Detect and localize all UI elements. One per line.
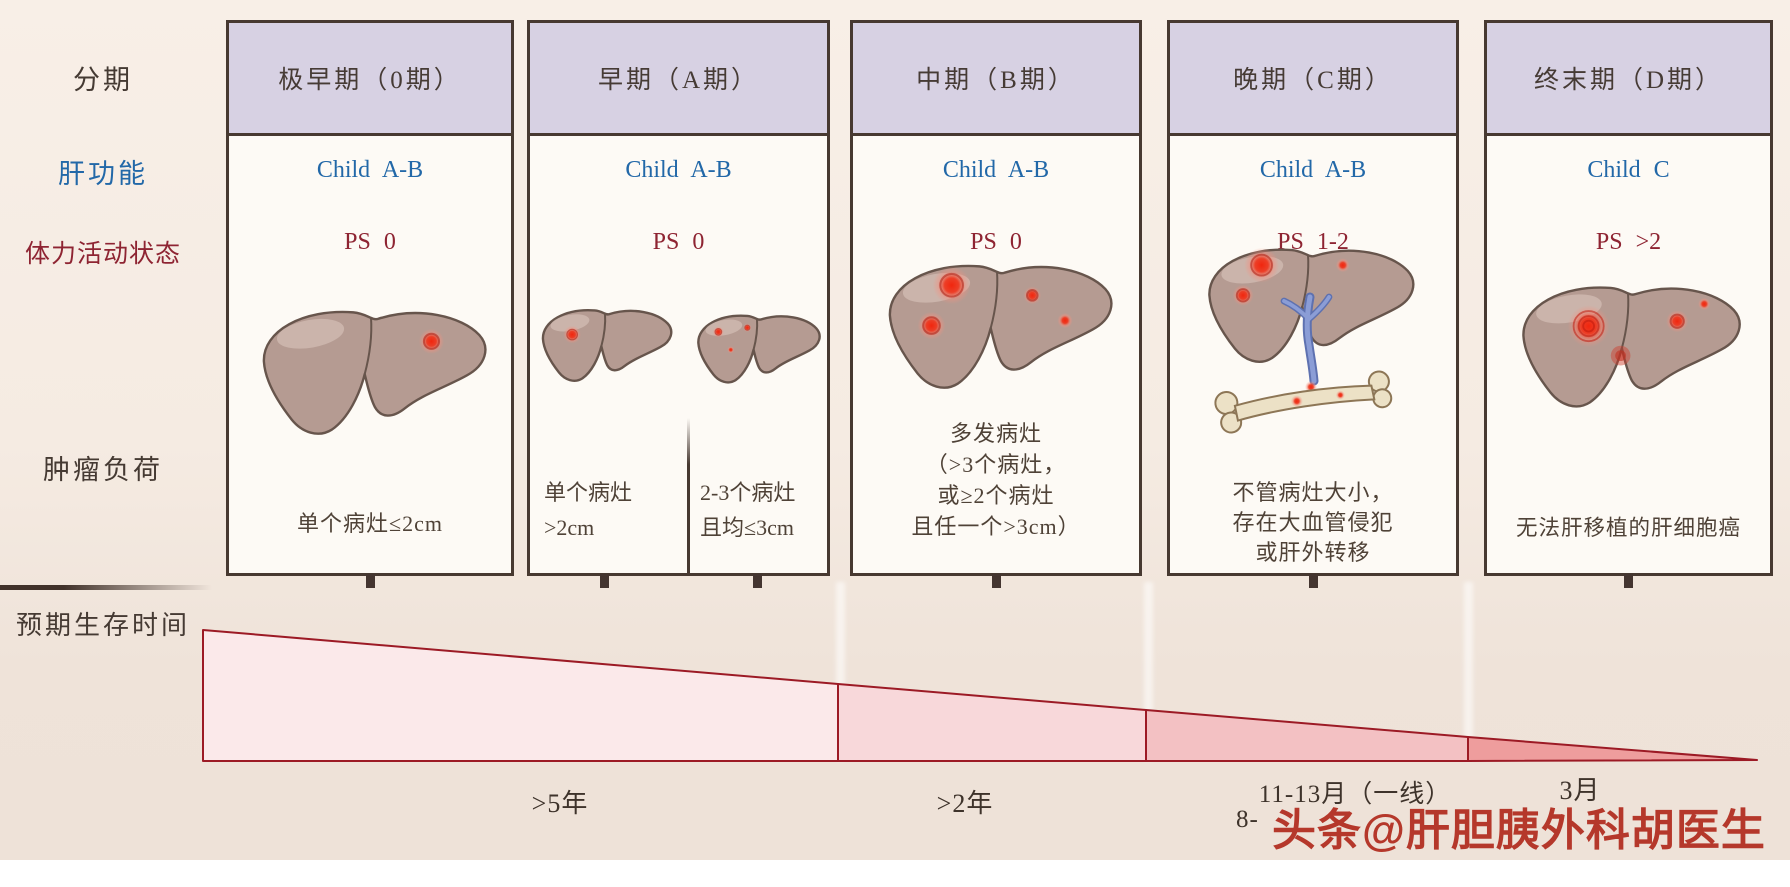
column-tick xyxy=(1624,574,1633,588)
stage-header-label: 中期（B期） xyxy=(916,67,1076,94)
child-pugh-value: Child C xyxy=(1587,157,1670,183)
child-pugh-value: Child A-B xyxy=(316,157,424,183)
liver-illustration xyxy=(853,238,1139,413)
watermark-logo: 头条@肝胆胰外科胡医生 xyxy=(1272,806,1766,855)
survival-wedge-segment-c xyxy=(1145,709,1469,762)
stage-header-label: 极早期（0期） xyxy=(278,67,462,94)
performance-status-value: PS 0 xyxy=(344,229,396,255)
child-pugh-value: Child A-B xyxy=(942,157,1050,183)
left-divider-line xyxy=(0,585,212,590)
sub-column-divider xyxy=(687,418,690,573)
tumor-burden-text: 单个病灶≤2cm xyxy=(297,511,443,536)
liver-illustration xyxy=(229,278,511,448)
liver-illustration xyxy=(530,283,827,423)
tumor-burden-text: 多发病灶 （>3个病灶， 或≥2个病灶 且任一个>3cm） xyxy=(911,421,1081,539)
stage-header-label: 终末期（D期） xyxy=(1533,67,1724,94)
stage-header-label: 早期（A期） xyxy=(597,67,760,94)
column-gap-streak xyxy=(836,582,845,760)
bone-metastasis-icon xyxy=(1214,370,1393,434)
survival-wedge-segment-d xyxy=(1467,736,1758,762)
liver-vessel-bone-illustration xyxy=(1170,247,1456,434)
performance-status-value: PS >2 xyxy=(1595,229,1662,255)
stage-column-intermediate: 中期（B期） Child A-B PS 0 多发病灶 （>3个病灶， 或≥2个病… xyxy=(850,20,1142,576)
column-tick xyxy=(1309,574,1318,588)
row-label-staging: 分期 xyxy=(73,65,133,95)
survival-wedge-segment-b xyxy=(837,683,1147,762)
survival-label-stageb: >2年 xyxy=(936,789,994,818)
stage-column-early: 早期（A期） Child A-B PS 0 单个病灶 >2cm 2-3个病灶 且… xyxy=(527,20,830,576)
column-tick xyxy=(753,574,762,588)
survival-label-stage0a: >5年 xyxy=(531,789,589,818)
stage-header: 极早期（0期） xyxy=(229,23,511,136)
tumor-burden-text-left: 单个病灶 >2cm xyxy=(544,480,633,540)
row-label-performance-status: 体力活动状态 xyxy=(24,241,181,268)
stage-header: 终末期（D期） xyxy=(1487,23,1770,136)
tumor-burden-text-right: 2-3个病灶 且均≤3cm xyxy=(700,480,796,540)
stage-header: 中期（B期） xyxy=(853,23,1139,136)
performance-status-value: PS 0 xyxy=(970,229,1022,255)
stage-column-very-early: 极早期（0期） Child A-B PS 0 单个病灶≤2cm xyxy=(226,20,514,576)
performance-status-value: PS 0 xyxy=(652,229,705,255)
survival-label-staged: 3月 xyxy=(1559,776,1601,805)
stage-column-terminal: 终末期（D期） Child C PS >2 无法肝移植的肝细胞癌 xyxy=(1484,20,1773,576)
column-gap-streak xyxy=(1464,582,1473,760)
stage-header: 晚期（C期） xyxy=(1170,23,1456,136)
survival-label-stagec-first-line: 11-13月（一线） xyxy=(1258,781,1452,808)
stage-header: 早期（A期） xyxy=(530,23,827,136)
portal-vein-invasion-icon xyxy=(1280,292,1333,386)
stage-header-label: 晚期（C期） xyxy=(1233,67,1393,94)
bottom-white-strip xyxy=(0,860,1790,887)
column-gap-streak xyxy=(1144,582,1153,760)
column-tick xyxy=(366,574,375,588)
liver-illustration xyxy=(1487,258,1770,428)
survival-wedge-segment-0a xyxy=(202,629,839,762)
column-tick xyxy=(600,574,609,588)
child-pugh-value: Child A-B xyxy=(1259,157,1367,183)
row-label-expected-survival: 预期生存时间 xyxy=(15,611,190,640)
tumor-burden-text: 无法肝移植的肝细胞癌 xyxy=(1515,516,1741,540)
row-label-tumor-burden: 肿瘤负荷 xyxy=(43,455,163,485)
survival-label-stagec-second-line: 8- xyxy=(1236,806,1259,833)
stage-column-advanced: 晚期（C期） Child A-B PS 1-2 不管病灶大小， 存在大血管侵犯 … xyxy=(1167,20,1459,576)
column-tick xyxy=(992,574,1001,588)
tumor-burden-text: 不管病灶大小， 存在大血管侵犯 或肝外转移 xyxy=(1232,480,1394,565)
child-pugh-value: Child A-B xyxy=(625,157,732,183)
row-label-liver-function: 肝功能 xyxy=(58,159,148,189)
